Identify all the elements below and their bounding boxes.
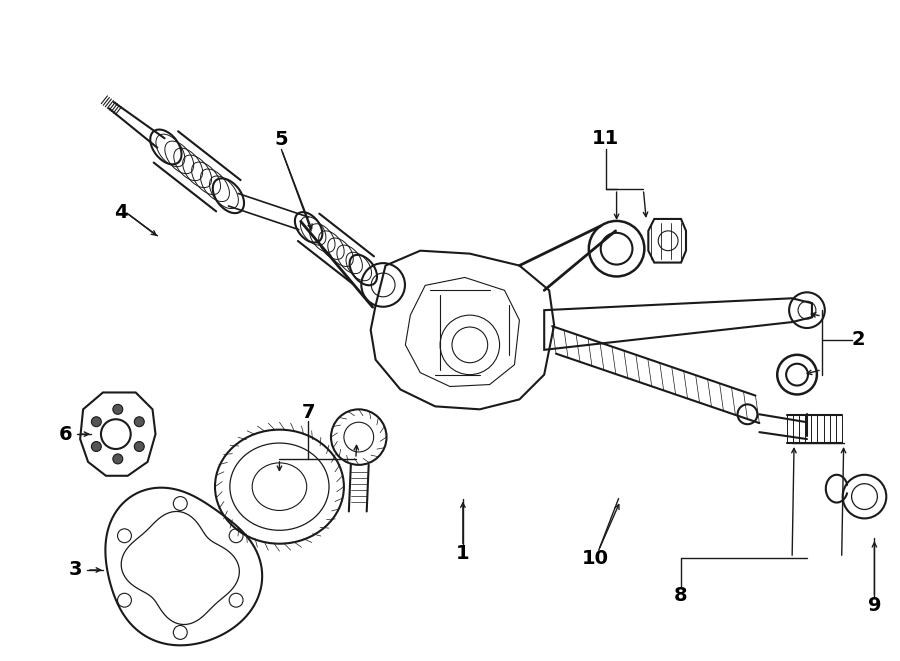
Text: 10: 10 [582, 549, 609, 568]
Text: 4: 4 [114, 204, 128, 223]
Text: 2: 2 [851, 330, 865, 350]
Text: 3: 3 [68, 561, 82, 580]
Text: 6: 6 [58, 424, 72, 444]
Circle shape [134, 442, 144, 451]
Circle shape [134, 417, 144, 427]
Circle shape [112, 454, 122, 464]
Circle shape [92, 417, 102, 427]
Text: 1: 1 [456, 543, 470, 563]
Text: 11: 11 [592, 129, 619, 148]
Circle shape [112, 405, 122, 414]
Text: 8: 8 [674, 586, 688, 605]
Text: 5: 5 [274, 130, 288, 149]
Text: 9: 9 [868, 596, 881, 615]
Text: 7: 7 [302, 403, 315, 422]
Circle shape [92, 442, 102, 451]
